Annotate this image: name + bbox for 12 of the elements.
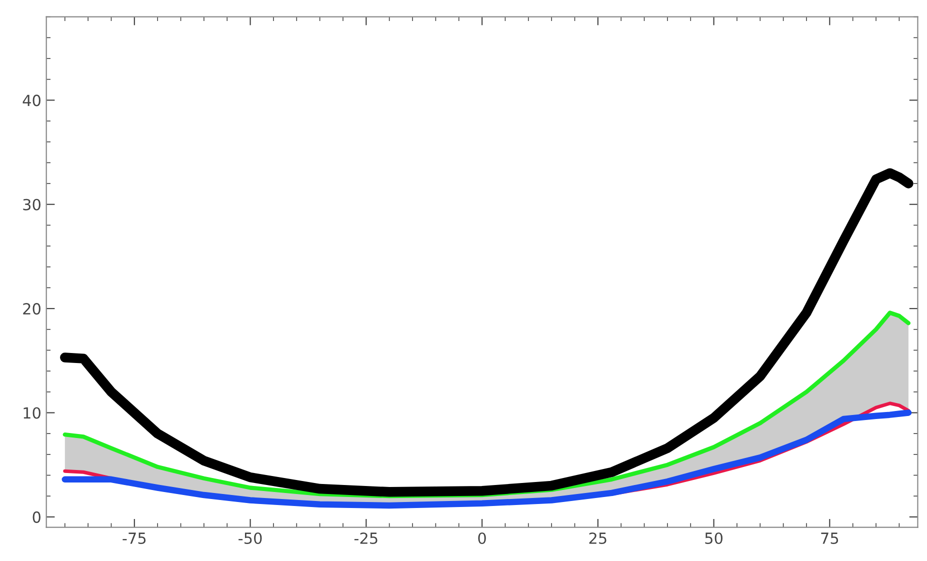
y-tick-label: 40: [22, 94, 40, 106]
x-tick-label: 50: [705, 532, 722, 544]
x-tick-label: -75: [122, 532, 146, 544]
y-tick-label: 0: [32, 511, 40, 523]
x-tick-label: -25: [354, 532, 378, 544]
y-tick-label: 10: [24, 407, 40, 419]
y-tick-label: 30: [23, 198, 40, 210]
x-tick-label: 0: [478, 532, 486, 544]
x-tick-label: 25: [589, 532, 606, 544]
x-tick-label: -50: [238, 532, 262, 544]
x-tick-label: 75: [821, 532, 838, 544]
y-tick-label: 20: [23, 303, 40, 315]
